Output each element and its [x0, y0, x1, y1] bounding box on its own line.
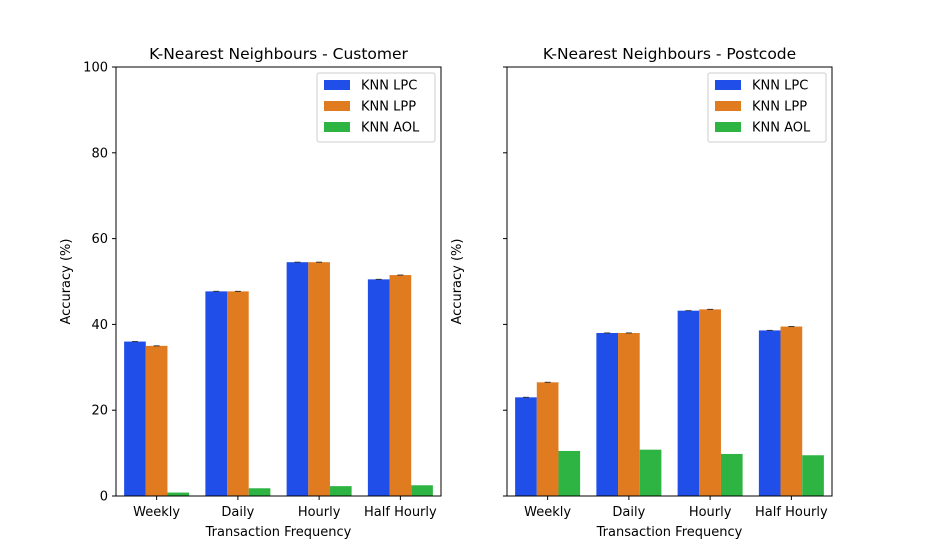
- bar-knn-lpc-half-hourly: [758, 330, 781, 496]
- bar-knn-lpc-weekly: [124, 341, 146, 496]
- chart-title: K-Nearest Neighbours - Customer: [149, 45, 408, 63]
- legend-swatch-knn-lpp: [324, 101, 350, 111]
- x-tick-label: Daily: [221, 505, 254, 520]
- y-axis-label: Accuracy (%): [59, 239, 74, 325]
- bar-knn-lpp-weekly: [145, 345, 168, 496]
- bar-knn-lpp-half-hourly: [389, 275, 412, 496]
- legend-label: KNN AOL: [361, 121, 420, 136]
- x-tick-label: Hourly: [298, 505, 341, 520]
- bar-knn-lpc-daily: [205, 291, 228, 496]
- chart-panel-customer: 0 20 40 60 80 100 Weekly Daily Hourly Half Hourly…: [59, 45, 442, 540]
- bar-knn-aol-half-hourly: [411, 485, 433, 496]
- legend-swatch-knn-lpc: [324, 80, 350, 90]
- y-tick-label: 0: [100, 490, 108, 505]
- legend-label: KNN AOL: [752, 121, 811, 136]
- bar-knn-lpc-half-hourly: [367, 279, 390, 496]
- plot-frame: [506, 66, 833, 497]
- x-axis-label: Transaction Frequency: [596, 525, 743, 540]
- y-tick-label: 100: [83, 61, 108, 76]
- legend-swatch-knn-lpc: [715, 80, 741, 90]
- x-tick-label: Half Hourly: [364, 505, 437, 520]
- y-axis-label: Accuracy (%): [450, 239, 465, 325]
- plot-frame: [115, 66, 442, 497]
- bar-knn-lpp-daily: [227, 291, 249, 496]
- x-tick-label: Weekly: [133, 505, 180, 520]
- x-tick-label: Weekly: [524, 505, 571, 520]
- legend-swatch-knn-aol: [715, 122, 741, 132]
- bar-knn-lpp-hourly: [699, 309, 721, 496]
- bar-knn-lpc-hourly: [677, 310, 700, 496]
- bar-knn-lpp-daily: [618, 332, 640, 496]
- bar-knn-aol-weekly: [167, 492, 190, 496]
- bar-knn-lpc-hourly: [286, 262, 309, 496]
- x-tick-label: Half Hourly: [755, 505, 828, 520]
- y-tick-label: 20: [91, 404, 108, 419]
- y-tick-label: 40: [91, 318, 108, 333]
- legend-label: KNN LPC: [361, 79, 417, 94]
- x-tick-label: Hourly: [689, 505, 732, 520]
- bar-knn-lpc-daily: [596, 332, 619, 496]
- legend-label: KNN LPP: [752, 100, 807, 115]
- bar-knn-lpc-weekly: [515, 397, 537, 496]
- legend: KNN LPC KNN LPP KNN AOL: [707, 72, 827, 143]
- chart-panel-postcode: Weekly Daily Hourly Half Hourly K-Nearest Ne…: [450, 45, 833, 540]
- bar-knn-aol-half-hourly: [802, 455, 824, 496]
- chart-title: K-Nearest Neighbours - Postcode: [543, 45, 796, 63]
- bar-knn-lpp-half-hourly: [780, 326, 803, 496]
- bar-knn-lpp-weekly: [536, 382, 559, 496]
- bar-knn-aol-weekly: [558, 450, 581, 496]
- bar-knn-aol-daily: [248, 488, 271, 496]
- y-tick-label: 80: [91, 146, 108, 161]
- x-tick-label: Daily: [612, 505, 645, 520]
- y-tick-label: 60: [91, 232, 108, 247]
- bar-knn-aol-hourly: [329, 486, 352, 496]
- x-axis-label: Transaction Frequency: [205, 525, 352, 540]
- legend-swatch-knn-aol: [324, 122, 350, 132]
- legend-label: KNN LPC: [752, 79, 808, 94]
- bar-knn-lpp-hourly: [308, 262, 330, 496]
- legend: KNN LPC KNN LPP KNN AOL: [316, 72, 436, 143]
- legend-label: KNN LPP: [361, 100, 416, 115]
- legend-swatch-knn-lpp: [715, 101, 741, 111]
- bar-knn-aol-hourly: [720, 453, 743, 496]
- bar-knn-aol-daily: [639, 449, 662, 496]
